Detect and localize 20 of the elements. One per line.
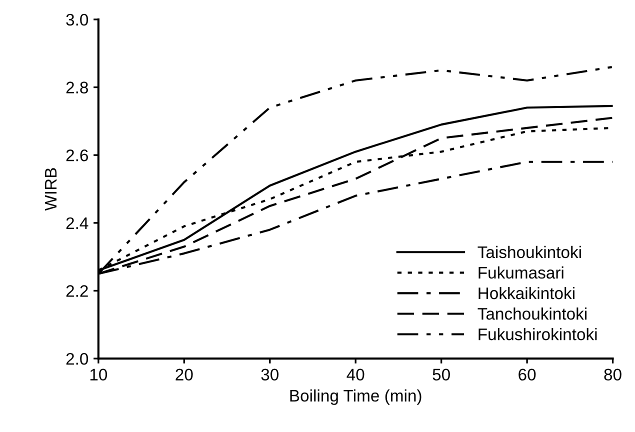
y-tick-label: 2.0: [66, 352, 88, 365]
x-tick-label: 30: [261, 368, 278, 381]
y-axis-title: WIRB: [45, 168, 57, 211]
x-axis-title: Boiling Time (min): [290, 389, 422, 405]
y-tick-label: 2.6: [66, 149, 88, 162]
x-tick-label: 80: [604, 368, 622, 381]
legend-label: Taishoukintoki: [478, 246, 581, 258]
legend-label: Hokkaikintoki: [478, 286, 574, 300]
y-tick-label: 2.8: [66, 82, 88, 94]
x-tick-label: 60: [518, 368, 536, 381]
legend-label: Tanchoukintoki: [478, 307, 586, 320]
x-tick-label: 50: [432, 368, 450, 381]
y-tick-label: 2.4: [66, 217, 88, 229]
y-tick-label: 2.2: [66, 285, 88, 297]
x-tick-label: 40: [346, 368, 364, 381]
x-tick-label: 20: [176, 368, 193, 381]
x-tick-label: 10: [90, 368, 108, 381]
legend-label: Fukumasari: [478, 266, 564, 279]
y-tick-label: 3.0: [66, 14, 88, 26]
legend-label: Fukushirokintoki: [478, 328, 597, 340]
